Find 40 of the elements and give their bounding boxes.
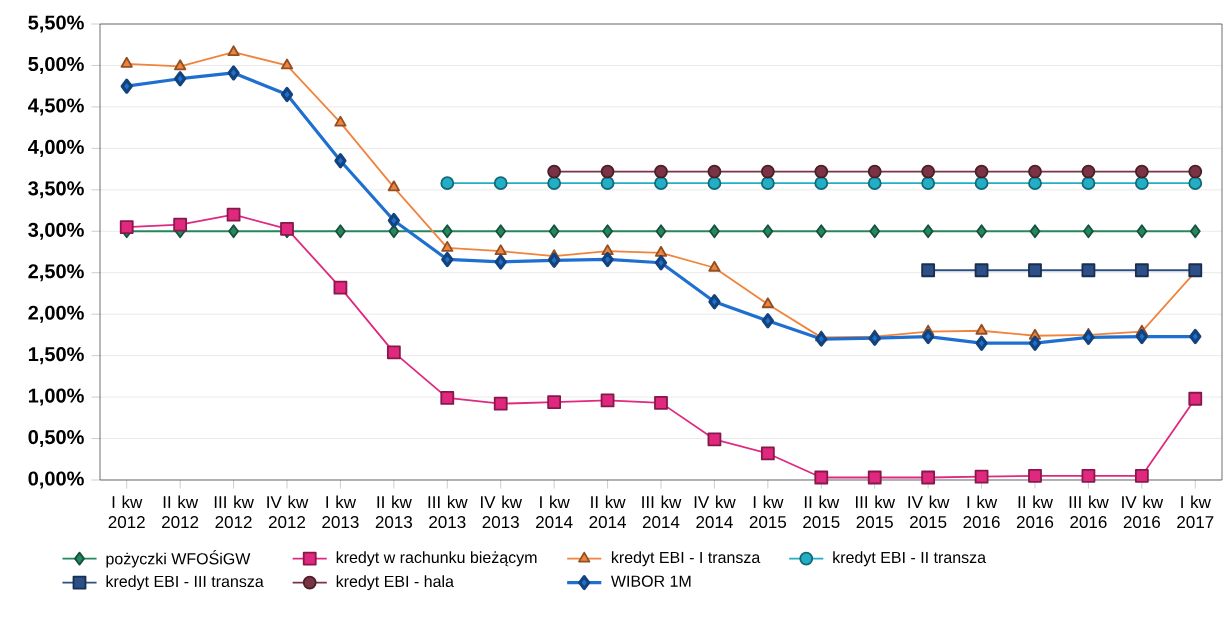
x-tick-label: I kw 2016 xyxy=(963,495,1000,529)
y-tick-label: 1,00% xyxy=(28,388,84,406)
y-tick-label: 0,00% xyxy=(28,471,84,489)
y-tick-label: 4,00% xyxy=(28,139,84,157)
x-tick-label: III kw 2015 xyxy=(855,495,896,529)
x-tick-label: II kw 2013 xyxy=(375,495,413,529)
legend-label: kredyt EBI - hala xyxy=(336,575,454,591)
x-tick-label: IV kw 2013 xyxy=(481,495,523,529)
x-tick-label: I kw 2013 xyxy=(322,495,359,529)
y-tick-label: 4,50% xyxy=(28,98,84,116)
y-tick-label: 5,50% xyxy=(28,15,84,33)
y-tick-label: 3,50% xyxy=(28,181,84,199)
y-tick-label: 3,00% xyxy=(28,222,84,240)
x-tick-label: IV kw 2014 xyxy=(694,495,736,529)
x-tick-label: I kw 2012 xyxy=(108,495,145,529)
x-tick-label: III kw 2012 xyxy=(214,495,254,529)
y-tick-label: 5,00% xyxy=(28,56,84,74)
y-tick-label: 1,50% xyxy=(28,347,84,365)
legend-label: pożyczki WFOŚiGW xyxy=(106,549,251,568)
x-tick-label: II kw 2012 xyxy=(162,495,199,529)
y-tick-label: 2,00% xyxy=(28,305,84,323)
x-tick-label: I kw 2014 xyxy=(536,495,573,529)
x-tick-label: I kw 2015 xyxy=(749,495,787,529)
x-tick-label: III kw 2013 xyxy=(428,495,468,529)
legend-label: kredyt EBI - II transza xyxy=(833,551,987,567)
y-tick-label: 2,50% xyxy=(28,264,84,282)
x-tick-label: II kw 2015 xyxy=(803,495,840,529)
x-tick-label: I kw 2017 xyxy=(1177,495,1214,529)
x-tick-label: IV kw 2016 xyxy=(1122,495,1164,529)
legend-label: kredyt EBI - I transza xyxy=(611,551,761,567)
x-tick-label: IV kw 2015 xyxy=(908,495,950,529)
x-tick-label: II kw 2016 xyxy=(1016,495,1054,529)
x-tick-label: III kw 2014 xyxy=(642,495,682,529)
legend-label: WIBOR 1M xyxy=(610,575,691,587)
x-tick-label: II kw 2014 xyxy=(589,495,626,529)
y-tick-label: 0,50% xyxy=(28,430,84,448)
x-tick-label: IV kw 2012 xyxy=(267,495,309,529)
legend-label: kredyt w rachunku bieżącym xyxy=(336,551,537,567)
x-tick-label: III kw 2016 xyxy=(1069,495,1109,529)
legend-label: kredyt EBI - III transza xyxy=(106,575,264,591)
